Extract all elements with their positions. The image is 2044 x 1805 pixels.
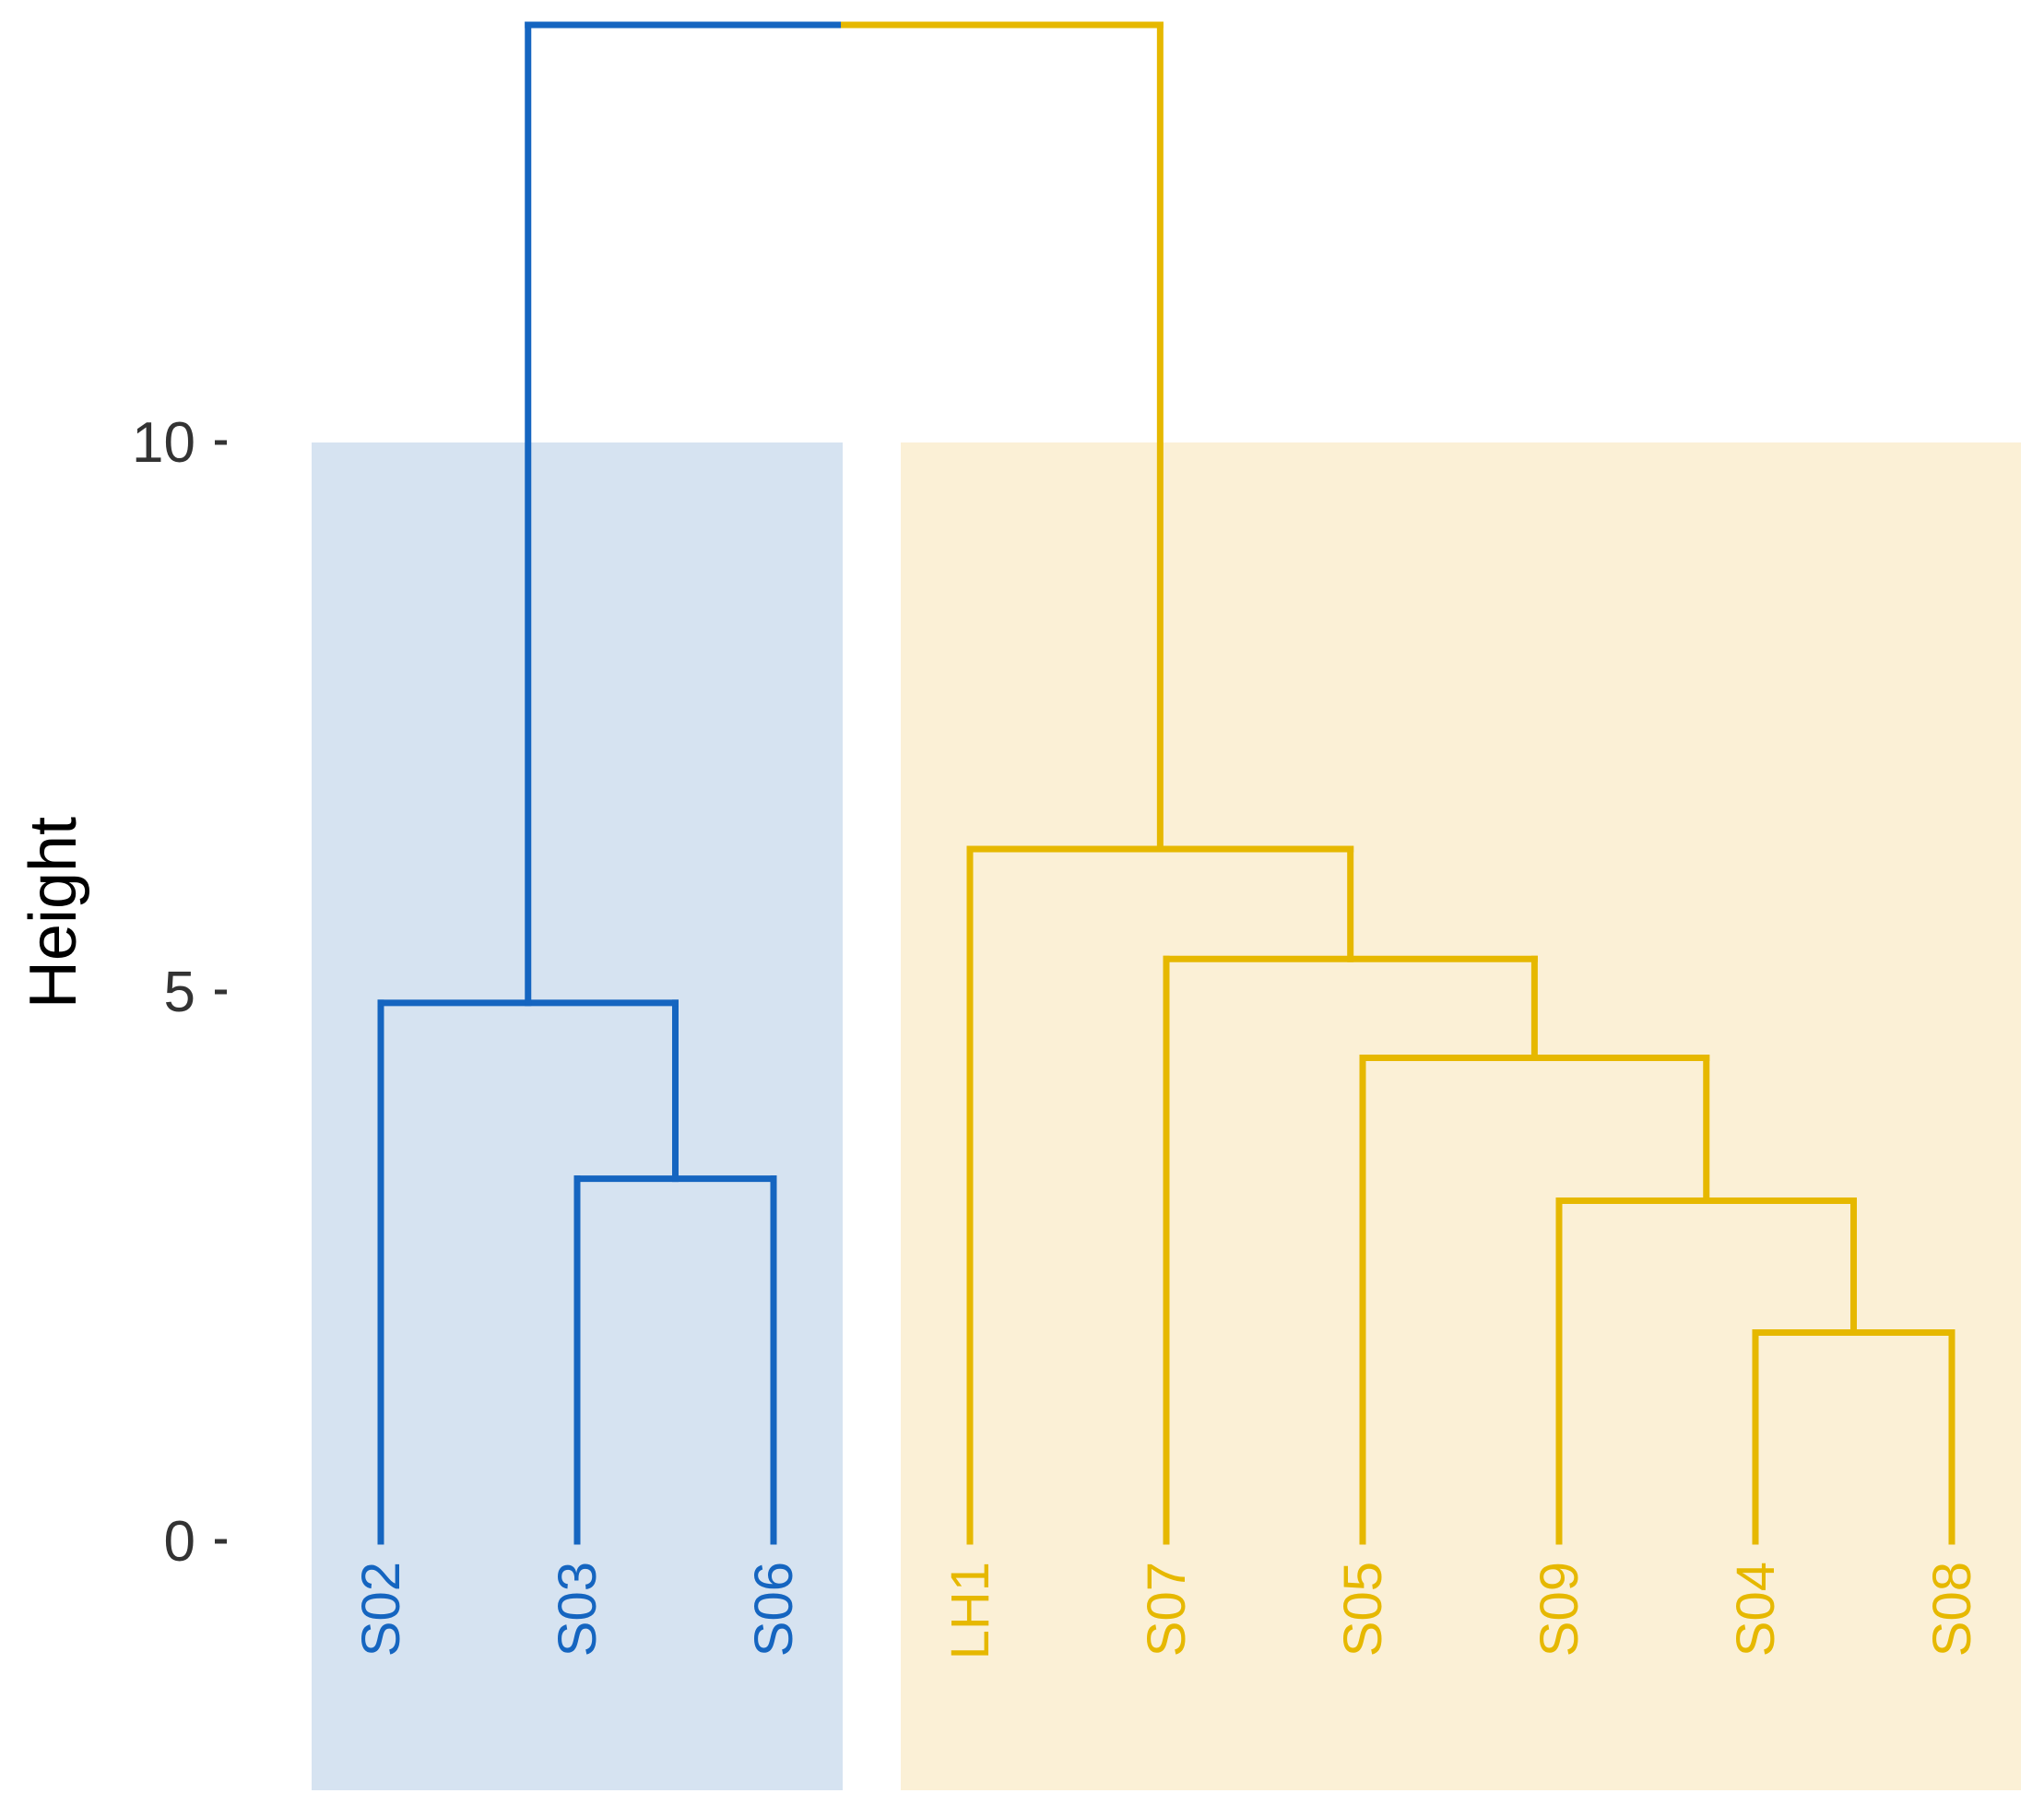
leaf-label-s03: S03 xyxy=(548,1562,608,1657)
leaf-label-s07: S07 xyxy=(1137,1562,1197,1657)
leaf-label-s04: S04 xyxy=(1726,1562,1786,1657)
y-axis: Height 0 5 10 xyxy=(17,411,227,1574)
leaf-label-s05: S05 xyxy=(1333,1562,1393,1657)
leaf-label-s08: S08 xyxy=(1922,1562,1982,1657)
y-tick-label-5: 5 xyxy=(164,961,195,1024)
leaf-label-s09: S09 xyxy=(1530,1562,1589,1657)
dendrogram-branches xyxy=(377,21,1955,1545)
cluster-rect-2 xyxy=(901,442,2021,1790)
leaf-label-s06: S06 xyxy=(744,1562,804,1657)
leaf-label-s02: S02 xyxy=(351,1562,411,1657)
y-axis-title: Height xyxy=(17,817,90,1009)
leaf-labels: S02 S03 S06 LH1 S07 S05 S09 S04 S08 xyxy=(351,1562,1982,1659)
y-tick-label-0: 0 xyxy=(164,1510,195,1574)
y-tick-label-10: 10 xyxy=(132,411,195,475)
leaf-label-lh1: LH1 xyxy=(940,1562,1000,1659)
cluster-rect-1 xyxy=(312,442,843,1790)
cluster-rectangles xyxy=(312,442,2021,1790)
